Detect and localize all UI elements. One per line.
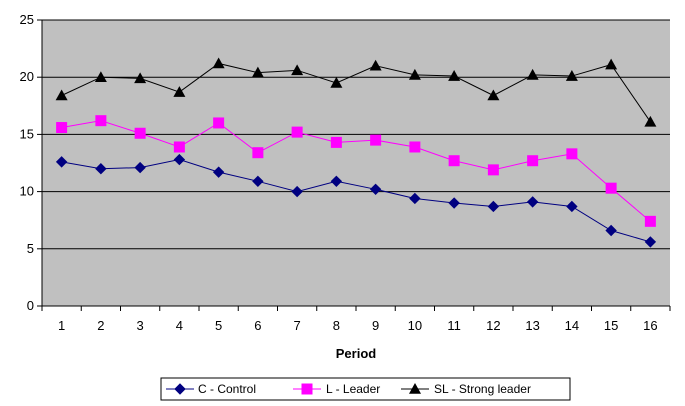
data-point-triangle	[291, 64, 304, 76]
legend-label: L - Leader	[326, 382, 380, 396]
data-point-diamond	[252, 175, 264, 188]
data-point-triangle	[173, 86, 186, 97]
data-point-triangle	[330, 76, 343, 88]
x-tick-label: 10	[408, 318, 422, 333]
data-point-diamond	[173, 153, 186, 166]
series-line	[61, 159, 651, 243]
data-point-diamond	[566, 200, 578, 213]
x-tick-label: 1	[58, 318, 65, 333]
data-point-square	[330, 136, 342, 148]
data-point-diamond	[55, 156, 68, 168]
data-point-square	[95, 115, 107, 127]
legend-box	[160, 377, 571, 401]
data-point-square	[527, 155, 539, 167]
data-point-square	[487, 164, 499, 176]
x-tick-label: 3	[137, 318, 144, 333]
y-tick-label: 20	[20, 69, 34, 84]
data-point-diamond	[448, 197, 460, 209]
legend-label: C - Control	[198, 382, 256, 396]
x-tick-label: 4	[176, 318, 183, 333]
legend-label: SL - Strong leader	[434, 382, 531, 396]
data-point-square	[56, 122, 68, 134]
data-point-triangle	[94, 71, 107, 82]
legend-item: C - Control	[166, 382, 256, 396]
series-diamond	[55, 153, 657, 248]
legend-marker-triangle	[409, 383, 421, 394]
y-tick-label: 25	[20, 12, 34, 27]
data-point-triangle	[369, 59, 382, 71]
series-square	[56, 115, 656, 227]
x-tick-label: 8	[333, 318, 340, 333]
x-tick-label: 6	[254, 318, 261, 333]
data-point-triangle	[605, 58, 618, 70]
data-point-square	[213, 117, 225, 129]
x-tick-label: 14	[565, 318, 579, 333]
x-tick-label: 7	[294, 318, 301, 333]
legend: C - Control L - Leader SL - Strong leader	[160, 377, 571, 401]
data-point-triangle	[448, 70, 461, 81]
data-point-triangle	[526, 68, 539, 80]
y-tick-label: 10	[20, 184, 34, 199]
data-point-triangle	[55, 89, 68, 101]
gridlines	[42, 19, 670, 250]
data-point-diamond	[487, 200, 500, 213]
y-tick-label: 5	[27, 241, 34, 256]
x-axis-title: Period	[336, 346, 377, 361]
data-point-square	[173, 141, 185, 153]
series-triangle	[55, 57, 657, 127]
data-point-square	[566, 148, 578, 160]
y-tick-label: 0	[27, 298, 34, 313]
data-point-diamond	[212, 166, 225, 178]
x-tick-label: 13	[525, 318, 539, 333]
data-point-square	[291, 126, 303, 138]
legend-item: SL - Strong leader	[401, 382, 531, 396]
data-point-square	[644, 215, 656, 227]
data-point-diamond	[330, 175, 343, 188]
data-point-square	[134, 127, 146, 139]
series-line	[61, 62, 651, 123]
x-tick-label: 11	[447, 318, 461, 333]
x-tick-label: 2	[97, 318, 104, 333]
x-tick-label: 12	[486, 318, 500, 333]
data-point-triangle	[644, 115, 657, 127]
y-tick-label: 15	[20, 126, 34, 141]
x-tick-label: 15	[604, 318, 618, 333]
data-point-square	[605, 182, 617, 194]
series-line	[61, 120, 651, 222]
data-point-diamond	[644, 236, 657, 248]
data-point-diamond	[291, 185, 303, 198]
data-point-diamond	[526, 196, 539, 208]
data-point-triangle	[565, 70, 578, 81]
data-point-triangle	[134, 72, 147, 84]
legend-marker-square	[301, 383, 313, 395]
data-point-square	[409, 141, 421, 153]
legend-item: L - Leader	[293, 382, 380, 396]
data-point-triangle	[487, 89, 500, 101]
data-point-diamond	[369, 183, 382, 196]
series-layer	[55, 57, 657, 248]
data-point-diamond	[605, 224, 617, 237]
x-tick-label: 5	[215, 318, 222, 333]
data-point-diamond	[409, 192, 421, 205]
data-point-square	[252, 147, 264, 159]
data-point-diamond	[95, 163, 107, 175]
data-point-triangle	[212, 57, 225, 69]
x-tick-label: 16	[643, 318, 657, 333]
data-point-triangle	[251, 66, 264, 78]
data-point-square	[448, 155, 460, 167]
legend-marker-diamond	[174, 383, 186, 395]
data-point-square	[370, 134, 382, 146]
x-axis-ticks: 1 2 3 4 5 6 7 8 9 10 11 12 13 14 15 16	[41, 306, 671, 333]
x-tick-label: 9	[372, 318, 379, 333]
data-point-triangle	[408, 68, 421, 80]
data-point-diamond	[134, 161, 146, 174]
y-axis-ticks: 0 5 10 15 20 25	[20, 12, 42, 313]
plot-area	[42, 20, 670, 306]
